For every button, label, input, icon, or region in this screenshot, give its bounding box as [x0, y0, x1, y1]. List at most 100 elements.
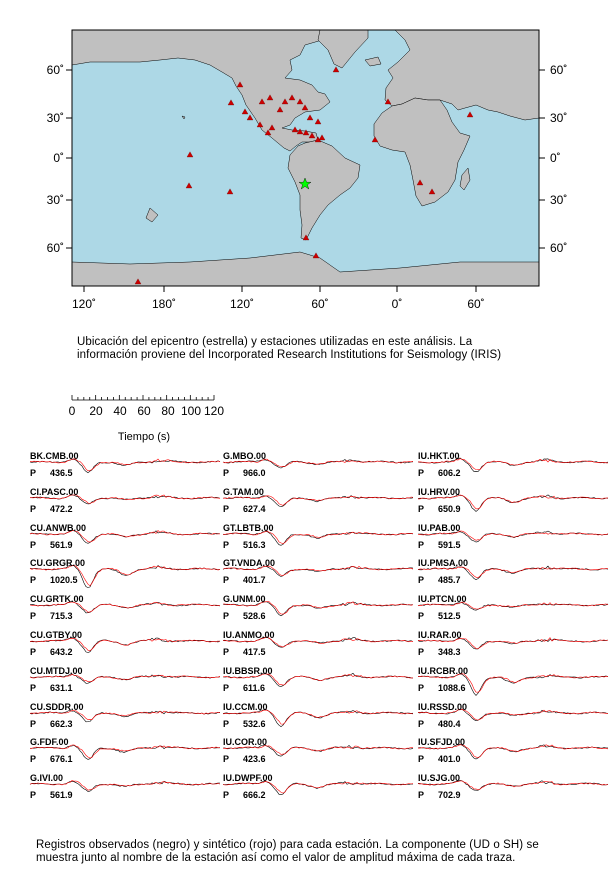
station-name: IU.RAR.00: [418, 630, 462, 640]
phase-label: P: [30, 718, 37, 729]
synthetic-trace: [29, 458, 221, 472]
amplitude-value: 666.2: [243, 790, 266, 801]
amplitude-value: 472.2: [50, 503, 73, 514]
trace-block: IU.COR.00 P 423.6: [222, 737, 414, 773]
phase-label: P: [223, 718, 230, 729]
amplitude-value: 966.0: [243, 468, 266, 478]
synthetic-trace: [417, 637, 609, 649]
lat-label-right-4: 30˚: [550, 193, 567, 207]
amplitude-value: 480.4: [438, 718, 461, 729]
time-tick-label-40: 40: [113, 404, 127, 418]
synthetic-trace: [418, 494, 609, 509]
lat-label-right-2: 30˚: [550, 111, 567, 125]
lon-label-1: 120˚: [72, 297, 96, 311]
synthetic-trace: [29, 565, 221, 587]
seismogram-plot: [29, 565, 221, 589]
station-name: IU.PAB.00: [418, 522, 461, 533]
seismogram-plot: [417, 780, 609, 791]
station-triangle-icon: [227, 99, 235, 106]
synthetic-trace: [417, 601, 609, 610]
amplitude-value: 591.5: [438, 539, 461, 550]
seismogram-plot: [29, 529, 221, 544]
station-name: G.TAM.00: [223, 486, 264, 497]
trace-block: IU.HRV.00 P 650.9: [417, 487, 609, 523]
seismogram-plot: [29, 637, 221, 653]
lat-label-left-3: 0˚: [53, 151, 64, 165]
station-name: IU.PMSA.00: [418, 558, 469, 569]
trace-block: IU.HKT.00 P 606.2: [417, 451, 609, 487]
seismogram-plot: [29, 494, 221, 505]
trace-block: IU.PTCN.00 P 512.5: [417, 594, 609, 630]
synthetic-trace: [222, 673, 414, 686]
phase-label: P: [30, 790, 37, 801]
trace-block: CU.GRTK.00 P 715.3: [29, 594, 221, 630]
station-triangle-icon: [302, 234, 310, 241]
lat-label-right-1: 60˚: [550, 63, 567, 77]
phase-label: P: [418, 539, 425, 550]
station-name: IU.PTCN.00: [418, 594, 467, 605]
phase-label: P: [30, 647, 37, 657]
station-name: IU.SJG.00: [418, 773, 461, 784]
trace-block: CI.PASC.00 P 472.2: [29, 486, 221, 523]
trace-block: BK.CMB.00 P 436.5: [29, 451, 221, 487]
station-triangle-icon: [308, 132, 316, 139]
trace-block: CU.GRGR.00 P 1020.5: [29, 558, 221, 594]
station-name: G.UNM.00: [223, 594, 266, 605]
station-triangle-icon: [258, 98, 266, 105]
lon-label-5: 0˚: [392, 297, 403, 311]
trace-block: G.TAM.00 P 627.4: [222, 486, 414, 523]
traces-caption-line-1: Registros observados (negro) y sintético…: [36, 839, 539, 851]
traces-caption: Registros observados (negro) y sintético…: [36, 839, 606, 865]
amplitude-value: 606.2: [438, 468, 461, 478]
synthetic-trace: [222, 781, 414, 794]
synthetic-trace: [417, 780, 609, 791]
map-caption: Ubicación del epicentro (estrella) y est…: [77, 336, 597, 362]
synthetic-trace: [29, 780, 221, 791]
station-name: IU.ANMO.00: [223, 630, 275, 640]
lon-label-2: 180˚: [152, 297, 176, 311]
trace-block: IU.BBSR.00 P 611.6: [222, 666, 414, 702]
phase-label: P: [418, 682, 425, 693]
station-name: IU.RCBR.00: [418, 665, 469, 676]
station-name: G.MBO.00: [223, 451, 267, 461]
station-triangle-icon: [312, 252, 320, 259]
synthetic-trace: [417, 744, 609, 759]
station-name: CI.PASC.00: [30, 486, 79, 497]
trace-block: IU.RSSD.00 P 480.4: [417, 702, 609, 738]
lon-label-4: 60˚: [311, 297, 328, 311]
trace-block: CU.GTBY.00 P 643.2: [29, 630, 221, 666]
lat-label-left-1: 60˚: [47, 63, 64, 77]
seismogram-plot: [29, 744, 221, 761]
observed-trace: [222, 530, 414, 546]
trace-block: IU.SJG.00 P 702.9: [417, 773, 609, 809]
station-triangle-icon: [291, 126, 299, 133]
station-triangle-icon: [466, 111, 474, 118]
station-name: CU.MTDJ.00: [30, 665, 83, 676]
amplitude-value: 348.3: [438, 647, 461, 657]
seismogram-plot: [29, 780, 221, 793]
synthetic-trace: [29, 601, 220, 613]
trace-block: CU.SDDR.00 P 662.3: [29, 702, 221, 738]
synthetic-trace: [29, 529, 221, 543]
synthetic-trace: [29, 494, 221, 504]
amplitude-value: 528.6: [243, 611, 266, 622]
station-triangle-icon: [256, 121, 264, 128]
lat-label-left-2: 30˚: [47, 111, 64, 125]
phase-label: P: [30, 539, 37, 550]
seismogram-plot: [222, 744, 414, 757]
map-ticks: [66, 69, 545, 292]
seismogram-plot: [222, 601, 414, 617]
station-name: GT.LBTB.00: [223, 522, 274, 533]
synthetic-trace: [222, 601, 414, 615]
station-triangle-icon: [266, 94, 274, 101]
trace-block: CU.ANWB.00 P 561.9: [29, 523, 221, 559]
seismogram-plot: [417, 673, 609, 696]
phase-label: P: [223, 503, 230, 514]
phase-label: P: [418, 575, 425, 586]
amplitude-value: 532.6: [243, 718, 266, 729]
time-tick-label-20: 20: [89, 404, 103, 418]
time-tick-label-60: 60: [137, 404, 151, 418]
map-caption-line-2: información proviene del Incorporated Re…: [77, 349, 502, 361]
amplitude-value: 715.3: [50, 611, 73, 622]
seismogram-plot: [417, 530, 609, 543]
